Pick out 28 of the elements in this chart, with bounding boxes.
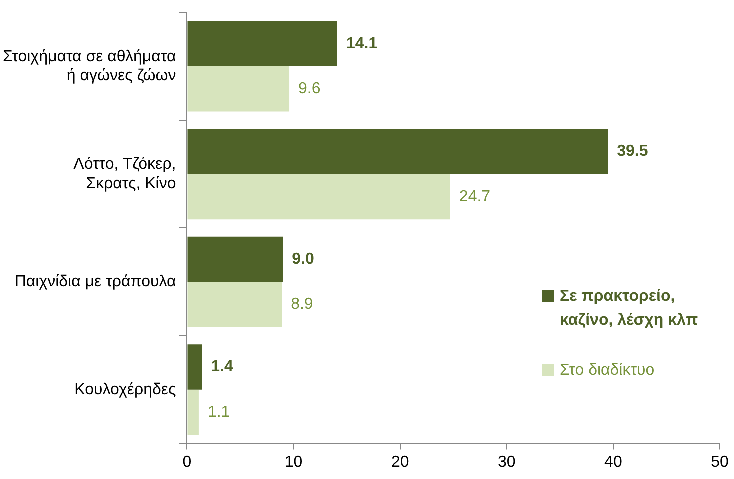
y-tick-label: Παιχνίδια με τράπουλα xyxy=(14,274,176,291)
legend-label: Στο διαδίκτυο xyxy=(560,361,655,381)
y-tick-label: Στοιχήματα σε αθλήματα ή αγώνες ζώων xyxy=(3,48,176,85)
bar xyxy=(188,236,284,282)
data-label: 9.0 xyxy=(292,250,314,268)
y-tick-label: Κουλοχέρηδες xyxy=(74,381,177,398)
bar xyxy=(188,282,282,328)
bar xyxy=(188,66,290,112)
x-tick-label: 40 xyxy=(604,454,622,471)
data-label: 24.7 xyxy=(459,188,491,206)
bar xyxy=(188,390,199,436)
bar xyxy=(188,174,450,220)
data-label: 1.1 xyxy=(208,404,230,421)
x-tick-label: 50 xyxy=(711,454,729,471)
x-tick-label: 30 xyxy=(498,454,516,471)
y-tick-label: Λόττο, Τζόκερ, Σκρατς, Κίνο xyxy=(74,156,176,192)
data-label: 1.4 xyxy=(211,358,234,376)
x-tick-label: 0 xyxy=(182,454,192,471)
data-label: 14.1 xyxy=(346,35,378,52)
x-tick-label: 10 xyxy=(284,454,303,471)
data-label: 8.9 xyxy=(291,296,314,314)
bar xyxy=(188,21,338,66)
legend-label: Σε πρακτορείο, καζίνο, λέσχη κλπ xyxy=(560,287,698,331)
bar xyxy=(188,129,608,174)
data-label: 9.6 xyxy=(298,80,321,98)
x-tick-label: 20 xyxy=(391,454,410,471)
bar xyxy=(188,344,202,390)
data-label: 39.5 xyxy=(617,143,648,160)
